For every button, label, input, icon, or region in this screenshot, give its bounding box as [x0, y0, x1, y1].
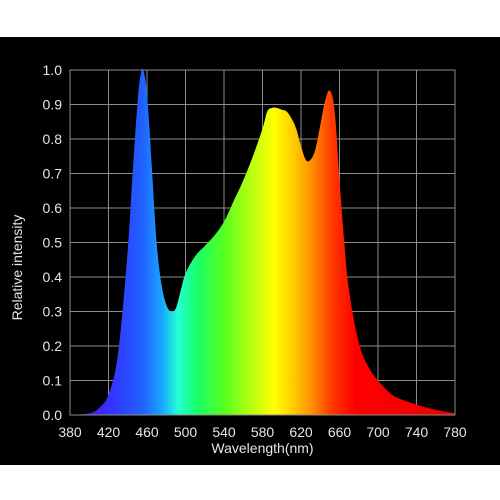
x-axis-label: Wavelength(nm) — [211, 440, 313, 456]
y-tick-label: 0.8 — [43, 131, 63, 147]
y-tick-labels: 0.0 0.1 0.2 0.3 0.4 0.5 0.6 0.7 0.8 0.9 1.0 — [43, 62, 63, 423]
y-tick-label: 0.6 — [43, 200, 63, 216]
x-tick-label: 540 — [212, 424, 236, 440]
spectrum-area-layer — [70, 68, 455, 415]
x-tick-label: 660 — [328, 424, 352, 440]
y-tick-label: 0.0 — [43, 407, 63, 423]
x-tick-label: 500 — [174, 424, 198, 440]
y-tick-label: 0.4 — [43, 269, 63, 285]
x-tick-label: 460 — [135, 424, 159, 440]
plot-border — [69, 69, 456, 416]
x-tick-label: 780 — [443, 424, 467, 440]
x-tick-label: 700 — [366, 424, 390, 440]
y-tick-label: 0.2 — [43, 338, 63, 354]
y-tick-label: 0.5 — [43, 235, 63, 251]
x-tick-labels: 380 420 460 500 540 580 620 660 700 740 780 — [58, 424, 467, 440]
x-tick-label: 380 — [58, 424, 82, 440]
spectrum-chart: 380 420 460 500 540 580 620 660 700 740 780 0.0 0.1… — [9, 62, 467, 456]
y-tick-label: 1.0 — [43, 62, 63, 78]
chart-frame: 380 420 460 500 540 580 620 660 700 740 780 0.0 0.1… — [0, 37, 500, 465]
y-tick-label: 0.9 — [43, 97, 63, 113]
y-tick-label: 0.1 — [43, 373, 63, 389]
plot-border-layer — [69, 69, 456, 416]
x-tick-label: 420 — [97, 424, 121, 440]
spectrum-area — [70, 68, 455, 415]
y-axis-label: Relative intensity — [9, 215, 25, 321]
x-tick-label: 740 — [405, 424, 429, 440]
y-tick-label: 0.3 — [43, 304, 63, 320]
x-tick-label: 580 — [251, 424, 275, 440]
y-tick-label: 0.7 — [43, 166, 63, 182]
x-tick-label: 620 — [289, 424, 313, 440]
